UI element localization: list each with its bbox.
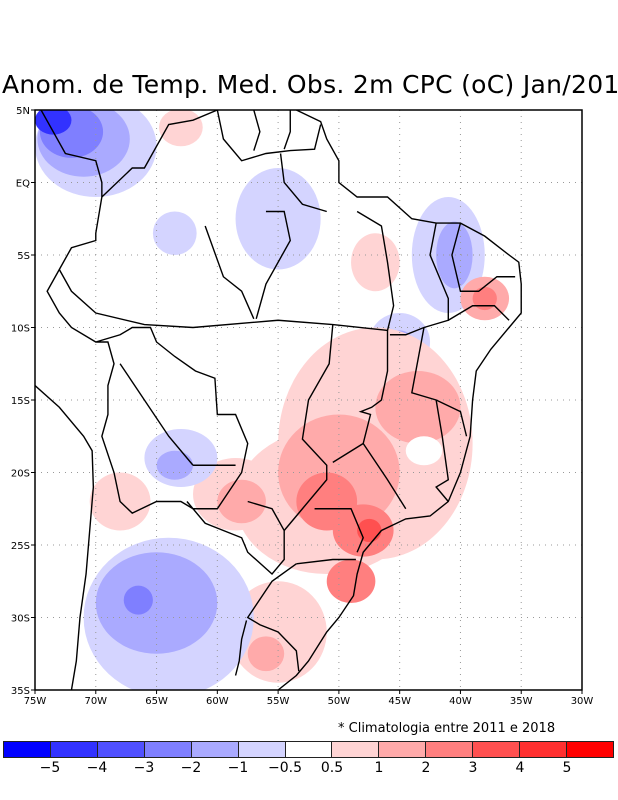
boundary-line (101, 110, 218, 198)
boundary-line (40, 110, 249, 514)
x-tick-label: 45W (388, 696, 411, 707)
climatology-note: * Climatologia entre 2011 e 2018 (338, 721, 556, 736)
colorbar-label: −2 (180, 760, 202, 776)
boundary-line (279, 153, 327, 213)
colorbar-label: −4 (86, 760, 108, 776)
anomaly-region (217, 479, 266, 524)
colorbar (3, 741, 614, 758)
colorbar-box (567, 742, 613, 757)
anomaly-region (405, 436, 443, 466)
boundary-line (283, 110, 291, 150)
y-tick-label: 5S (17, 251, 30, 262)
boundary-line (435, 399, 450, 502)
boundary-line (296, 558, 356, 565)
boundary-line (314, 508, 364, 553)
anomaly-region (152, 211, 197, 255)
colorbar-box (238, 742, 286, 757)
anomaly-region (472, 286, 497, 311)
x-tick-label: 70W (84, 696, 107, 707)
boundary-line (277, 110, 522, 690)
gridlines (35, 110, 582, 690)
colorbar-box (191, 742, 239, 757)
colorbar-box (4, 742, 51, 757)
chart-title: Anom. de Temp. Med. Obs. 2m CPC (oC) Jan… (2, 70, 618, 99)
boundary-line (58, 269, 388, 332)
boundary-line (356, 210, 395, 331)
colorbar-label: −1 (227, 760, 249, 776)
colorbar-label: 4 (515, 760, 525, 776)
colorbar-label: −0.5 (268, 760, 302, 776)
colorbar-label: 1 (374, 760, 384, 776)
anomaly-region (375, 371, 461, 444)
colorbar-box (473, 742, 521, 757)
colorbar-box (426, 742, 474, 757)
boundary-line (253, 110, 261, 151)
boundary-line (186, 500, 285, 576)
anomaly-region (156, 450, 194, 480)
boundary-line (447, 305, 510, 321)
x-tick-label: 35W (510, 696, 533, 707)
y-tick-label: EQ (16, 179, 30, 190)
y-tick-label: 15S (11, 396, 30, 407)
y-tick-label: 20S (11, 469, 30, 480)
y-tick-label: 5N (16, 106, 30, 117)
colorbar-box (379, 742, 427, 757)
boundary-line (283, 324, 334, 531)
anomaly-region (123, 585, 153, 615)
anomaly-region (436, 221, 473, 289)
x-tick-label: 65W (145, 696, 168, 707)
anomaly-region (351, 233, 400, 292)
x-tick-label: 75W (24, 696, 47, 707)
colorbar-box (50, 742, 98, 757)
colorbar-label: −3 (133, 760, 155, 776)
boundary-line (246, 563, 300, 672)
boundary-line (204, 225, 255, 320)
x-tick-label: 30W (571, 696, 594, 707)
y-tick-label: 30S (11, 614, 30, 625)
boundary-line (451, 222, 516, 292)
boundary-line (332, 330, 389, 463)
boundary-line (362, 443, 407, 510)
colorbar-label: 0.5 (320, 760, 344, 776)
boundary-line (216, 110, 322, 162)
anomaly-region (326, 559, 376, 603)
colorbar-box (520, 742, 568, 757)
colorbar-label: 2 (421, 760, 431, 776)
colorbar-box (97, 742, 145, 757)
x-tick-label: 50W (328, 696, 351, 707)
anomaly-fills (35, 110, 510, 690)
y-tick-label: 35S (11, 686, 30, 697)
anomaly-region (158, 110, 203, 147)
y-tick-label: 25S (11, 541, 30, 552)
coastlines-borders (35, 110, 522, 690)
colorbar-box (332, 742, 380, 757)
boundary-line (255, 210, 292, 319)
colorbar-label: −5 (39, 760, 61, 776)
colorbar-label: 3 (468, 760, 478, 776)
x-tick-label: 60W (206, 696, 229, 707)
anomaly-region (247, 636, 285, 672)
boundary-line (234, 620, 248, 676)
x-tick-label: 40W (449, 696, 472, 707)
boundary-line (35, 384, 95, 690)
boundary-line (119, 363, 194, 466)
colorbar-box (285, 742, 333, 757)
colorbar-label: 5 (562, 760, 572, 776)
y-tick-label: 10S (11, 324, 30, 335)
x-tick-label: 55W (267, 696, 290, 707)
colorbar-box (144, 742, 192, 757)
axis-ticks: 75W 70W 65W 60W 55W 50W 45W 40W 35W 30W 5N EQ 5S 10S 1… (11, 106, 593, 707)
